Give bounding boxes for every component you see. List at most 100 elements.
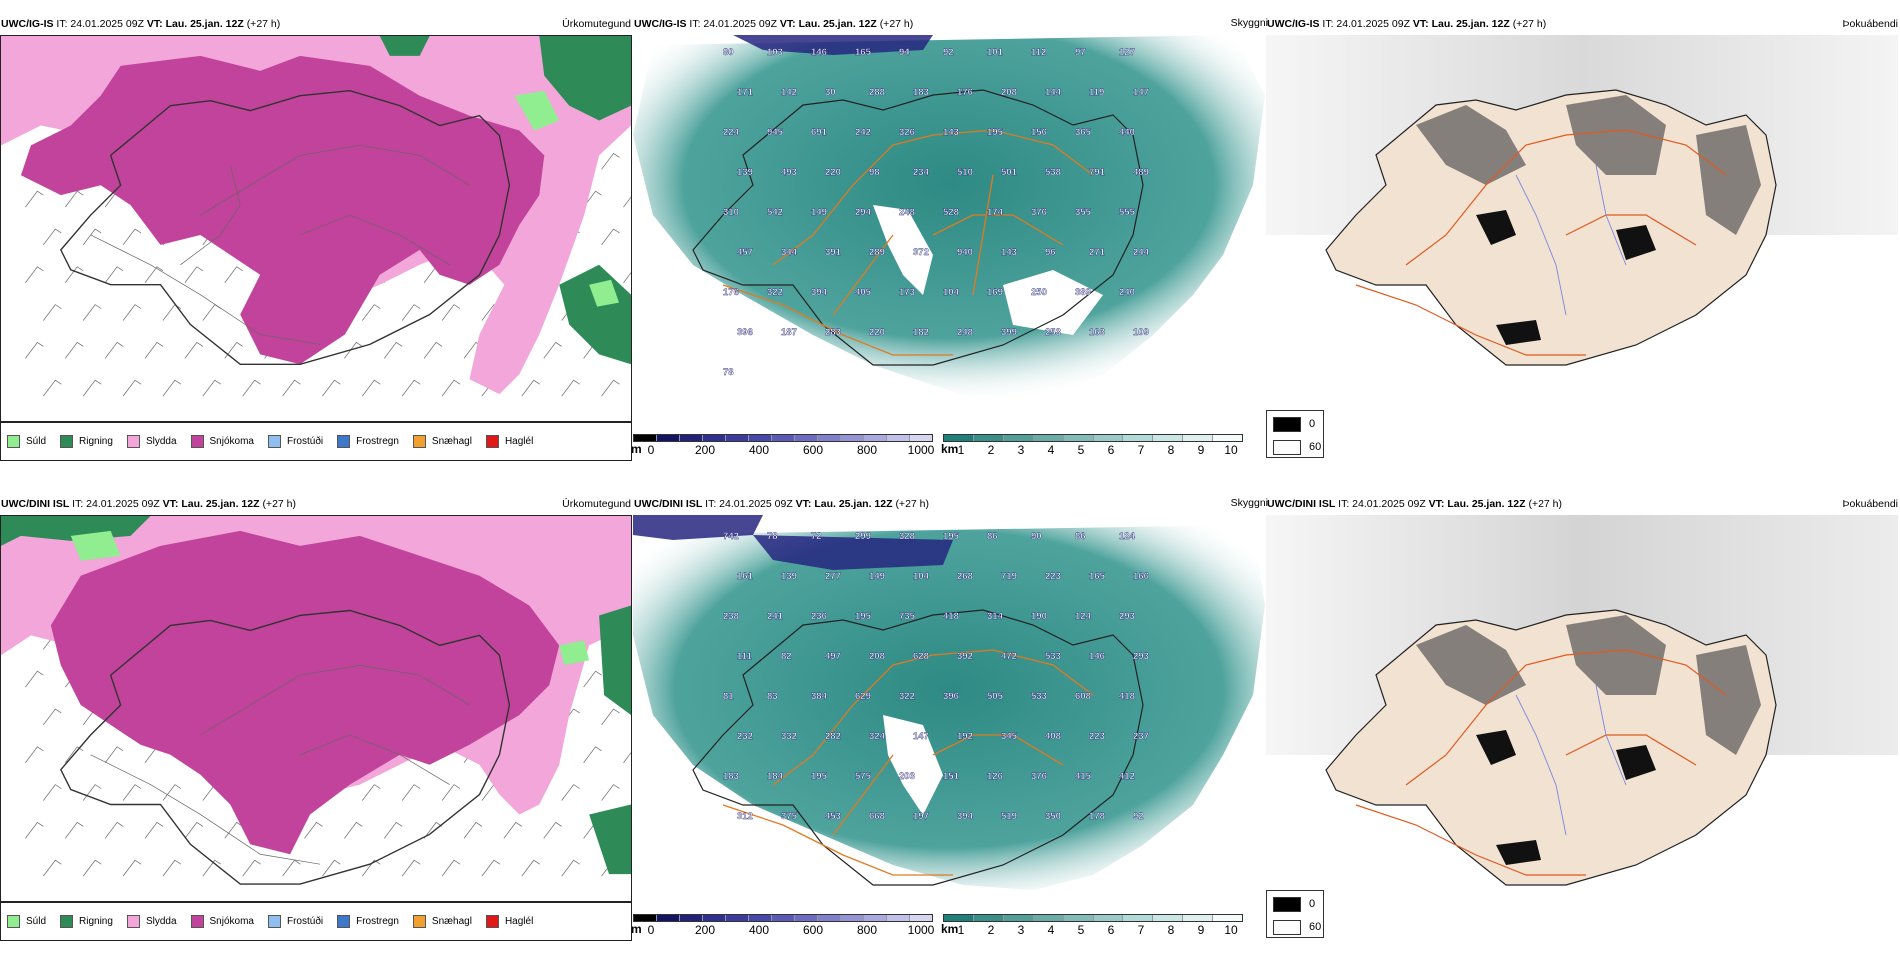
fog-map[interactable] <box>1266 515 1898 902</box>
lead-time: (+27 h) <box>246 18 281 30</box>
scale-tick-label: 800 <box>856 443 878 457</box>
cloud-base-label: 493 <box>781 167 797 178</box>
scale-step <box>703 915 726 921</box>
wind-barb <box>224 341 243 359</box>
visibility-panel: UWC/IG-IS IT: 24.01.2025 09Z VT: Lau. 25… <box>631 12 1268 482</box>
panel-header: UWC/DINI ISL IT: 24.01.2025 09Z VT: Lau.… <box>634 498 929 510</box>
scale-step <box>841 435 864 441</box>
init-time: IT: 24.01.2025 09Z <box>1319 18 1413 30</box>
lead-time: (+27 h) <box>879 18 914 30</box>
wind-barb <box>224 821 243 839</box>
scale-step <box>1123 435 1154 441</box>
legend-item-slydda: Slydda <box>126 915 177 928</box>
cloud-base-label: 538 <box>1045 167 1061 178</box>
cloud-base-label: 183 <box>913 87 929 98</box>
cloud-base-label: 299 <box>855 531 871 542</box>
wind-barb <box>25 266 44 283</box>
scale-step <box>795 915 818 921</box>
roads <box>1355 649 1727 876</box>
cloud-base-label: 555 <box>1119 207 1136 218</box>
wind-barb <box>322 859 341 877</box>
scale-tick-label: 10 <box>1224 443 1238 457</box>
precip-legend: Súld Rigning Slydda Snjókoma Frostúði Fr… <box>0 422 632 461</box>
wind-barb <box>144 266 164 283</box>
scale-step <box>1213 435 1243 441</box>
scale-step <box>818 435 841 441</box>
cloud-base-label: 98 <box>869 167 880 178</box>
legend-item-frostregn: Frostregn <box>337 915 399 928</box>
visibility-map[interactable]: 742 78 72 299 328 195 86 90 86 124 161 139 277 149 104… <box>633 515 1265 902</box>
cloud-base-label: 719 <box>1001 571 1017 582</box>
scale-tick-label: 4 <box>1047 443 1055 457</box>
visibility-map[interactable]: 80 103 146 165 94 92 101 112 97 127 171 142 30 288 183… <box>633 35 1265 422</box>
precip-map[interactable] <box>0 35 632 422</box>
cloud-base-label: 165 <box>1089 571 1106 582</box>
wind-barb <box>441 784 461 801</box>
legend-item-slydda: Slydda <box>126 435 177 448</box>
fog-legend-row-0: 0 <box>1267 894 1323 914</box>
wind-barb <box>162 784 182 801</box>
cloud-base-label: 375 <box>781 811 798 822</box>
scale-tick-label: 200 <box>694 443 716 457</box>
scale-tick-label: 5 <box>1077 923 1085 937</box>
fog-map[interactable] <box>1266 35 1898 422</box>
precip-map-svg <box>1 516 631 885</box>
cloud-base-label: 197 <box>913 811 929 822</box>
fog-indicator-panel: UWC/DINI ISL IT: 24.01.2025 09Z VT: Lau.… <box>1266 492 1900 962</box>
cloud-base-label: 232 <box>737 731 753 742</box>
lead-time: (+27 h) <box>262 498 296 510</box>
scale-tick-label: 2 <box>987 443 995 457</box>
cloud-base-label: 242 <box>855 127 871 138</box>
cloud-base-label: 940 <box>957 247 973 258</box>
fog-legend-row-60: 60 <box>1267 437 1323 457</box>
legend-item-rigning: Rigning <box>60 915 113 928</box>
scale-tick-label: 7 <box>1137 923 1145 937</box>
precip-legend: Súld Rigning Slydda Snjókoma Frostúði Fr… <box>0 902 632 941</box>
cloud-base-label: 365 <box>1075 127 1092 138</box>
scale-step <box>1003 915 1034 921</box>
rivers <box>1515 164 1627 316</box>
cloud-base-label: 350 <box>1045 811 1061 822</box>
cloud-base-label: 195 <box>855 611 872 622</box>
wind-barb <box>224 266 243 283</box>
precip-map[interactable] <box>0 515 632 902</box>
wind-barb <box>583 746 602 763</box>
legend-swatch <box>126 435 140 448</box>
scale-tick-label: 0 <box>647 923 655 937</box>
iceland-coastline <box>59 609 511 885</box>
iceland-land <box>1325 609 1777 886</box>
cloud-base-label: 575 <box>855 771 872 782</box>
cloud-base-label: 82 <box>781 651 792 662</box>
cloud-base-label: 355 <box>1075 207 1092 218</box>
cloud-base-label: 237 <box>1133 731 1149 742</box>
visibility-unit: km <box>941 442 959 456</box>
row-igis: UWC/IG-IS IT: 24.01.2025 09Z VT: Lau. 25… <box>0 12 1900 482</box>
cloud-base-label: 195 <box>943 531 960 542</box>
iceland-coastline <box>692 89 1144 366</box>
cloud-base-label: 127 <box>1119 47 1135 58</box>
wind-barb <box>64 746 84 763</box>
init-time: IT: 24.01.2025 09Z <box>1335 498 1429 510</box>
wind-barb <box>162 859 182 877</box>
wind-barb <box>82 304 102 321</box>
cloud-base-label: 92 <box>943 47 954 58</box>
scale-tick-label: 1000 <box>907 443 935 457</box>
wind-barb <box>383 821 403 839</box>
clear-gap <box>883 715 943 815</box>
low-visibility-area <box>633 525 1265 890</box>
legend-swatch <box>126 915 140 928</box>
cloud-base-label: 344 <box>781 247 798 258</box>
scale-step <box>1093 435 1124 441</box>
legend-swatch <box>412 915 426 928</box>
scale-step <box>910 435 932 441</box>
cloud-base-label: 271 <box>1089 247 1106 258</box>
wind-barb <box>344 821 363 839</box>
cloud-base-label: 126 <box>987 771 1003 782</box>
cloud-base-label: 86 <box>1075 531 1086 542</box>
wind-barb <box>543 341 562 359</box>
cloud-base-label: 156 <box>1031 127 1047 138</box>
wind-barb <box>43 859 62 877</box>
cloud-base-label: 497 <box>825 651 841 662</box>
legend-swatch <box>60 435 74 448</box>
cloud-base-label: 384 <box>811 691 828 702</box>
